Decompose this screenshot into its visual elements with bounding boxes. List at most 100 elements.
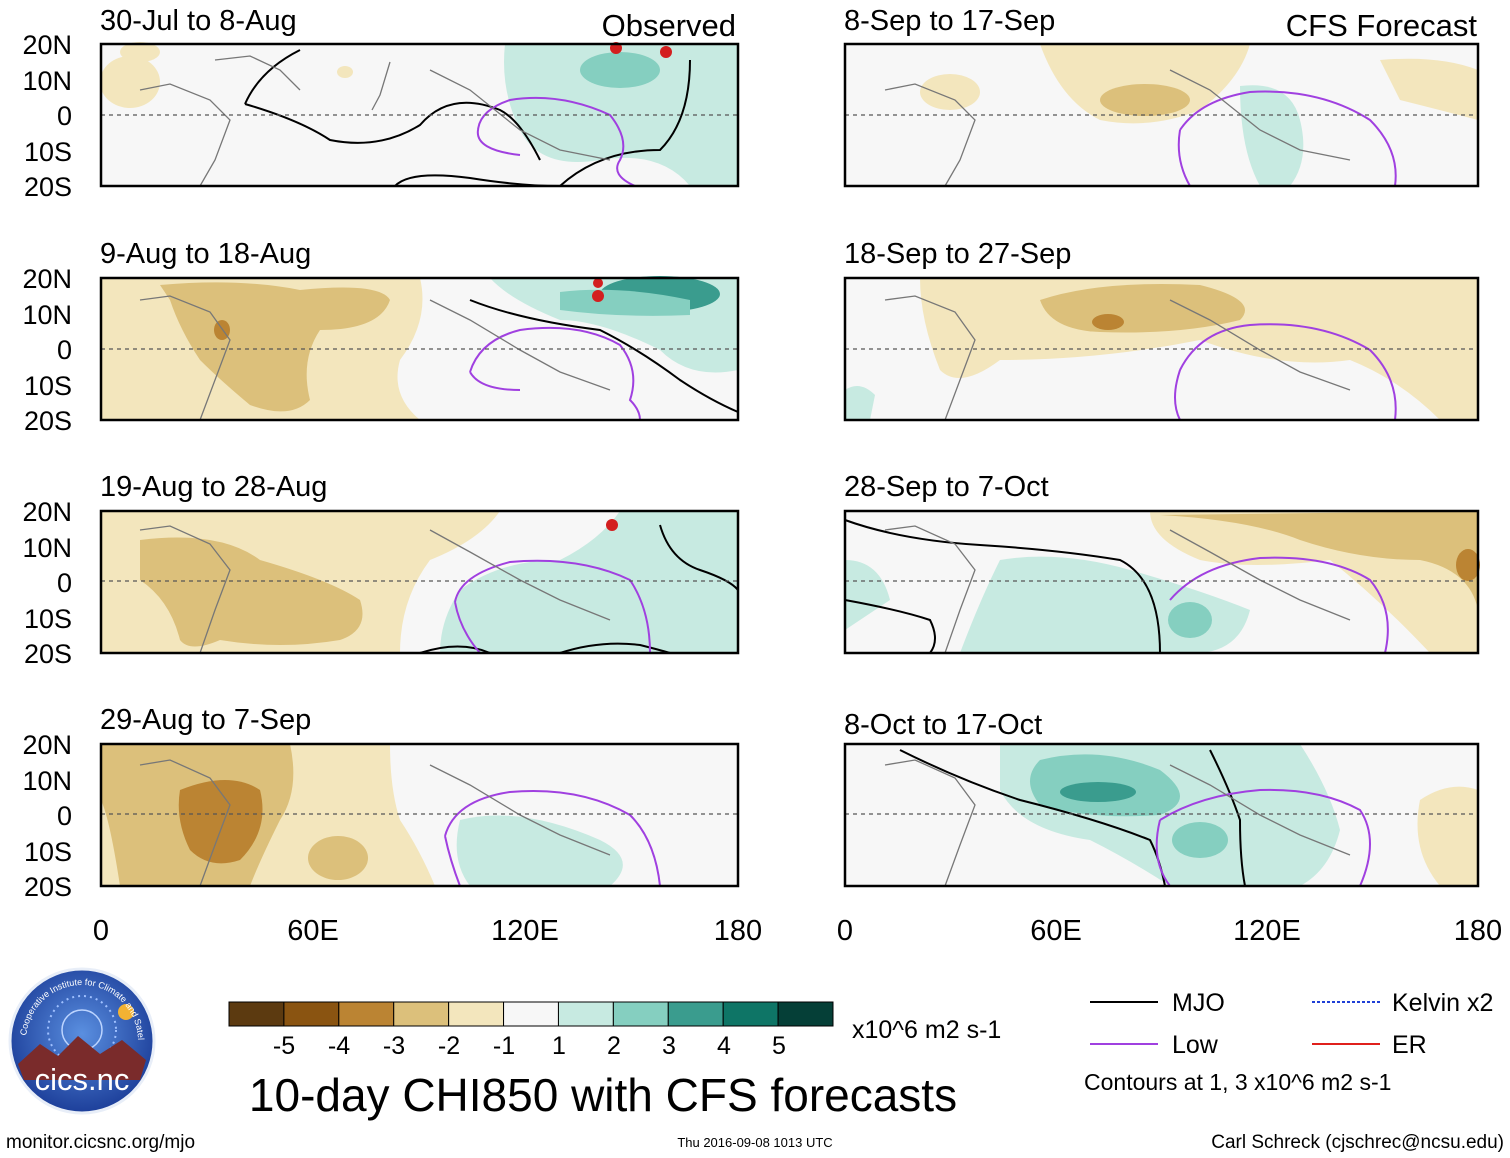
colorbar-tick-label: -5 <box>273 1032 295 1060</box>
legend-label: Low <box>1172 1031 1219 1059</box>
anomaly-wet <box>1172 822 1228 858</box>
colorbar-tick-label: 2 <box>607 1032 621 1060</box>
panel-title: 8-Sep to 17-Sep <box>844 5 1055 37</box>
anomaly-dry <box>178 780 263 864</box>
panel-frame <box>99 509 740 655</box>
anomaly-dry <box>337 66 353 78</box>
y-tick-label: 10N <box>22 300 72 330</box>
x-tick-label: 0 <box>837 915 853 947</box>
x-axis-right: 0 60E 120E 180 <box>837 915 1502 947</box>
panel-title: 18-Sep to 27-Sep <box>844 238 1071 270</box>
low-contour <box>1155 788 1371 887</box>
logo-text: cics.nc <box>35 1062 130 1097</box>
coastline <box>139 295 611 421</box>
y-tick-label: 10N <box>22 766 72 796</box>
legend: MJO Low Kelvin x2 ER Contours at 1, 3 x1… <box>1084 989 1493 1095</box>
colorbar-tick-label: -1 <box>493 1032 515 1060</box>
colorbar-tick-label: 5 <box>772 1032 786 1060</box>
low-contour <box>1169 556 1389 654</box>
coastline <box>139 55 611 187</box>
anomaly-wet <box>845 560 890 630</box>
anomaly-wet <box>845 386 875 420</box>
panel-frame <box>843 509 1480 655</box>
coastline <box>884 525 1351 654</box>
low-contour <box>476 96 636 187</box>
panel-2 <box>99 276 740 422</box>
x-tick-label: 180 <box>714 915 762 947</box>
y-tick-label: 10S <box>24 137 72 167</box>
anomaly-dry <box>920 74 980 110</box>
x-tick-label: 120E <box>1233 915 1301 947</box>
units-label: x10^6 m2 s-1 <box>852 1016 1001 1044</box>
colorbar-tick-label: 3 <box>662 1032 676 1060</box>
coastline <box>139 759 611 887</box>
coastline <box>884 295 1351 421</box>
panel-frame <box>99 276 740 422</box>
mjo-contour <box>844 519 1161 654</box>
anomaly-dry <box>120 42 160 62</box>
colorbar-tick-label: 1 <box>552 1032 566 1060</box>
colorbar-tick-label: -4 <box>328 1032 350 1060</box>
panel-5 <box>843 42 1480 188</box>
panel-1 <box>99 42 740 188</box>
y-tick-label: 10S <box>24 837 72 867</box>
main-title: 10-day CHI850 with CFS forecasts <box>249 1069 957 1121</box>
mjo-contour <box>469 299 739 413</box>
y-tick-label: 20N <box>22 730 72 760</box>
y-tick-label: 20N <box>22 497 72 527</box>
coastline <box>884 759 1351 887</box>
anomaly-dry <box>160 282 390 412</box>
low-contour <box>1177 90 1397 187</box>
footer-timestamp: Thu 2016-09-08 1013 UTC <box>677 1135 832 1150</box>
panel-frame <box>843 276 1480 422</box>
footer-url: monitor.cicsnc.org/mjo <box>6 1132 195 1153</box>
panel-frame <box>99 42 740 188</box>
anomaly-dry <box>1092 314 1124 330</box>
legend-label: Kelvin x2 <box>1392 989 1493 1017</box>
anomaly-wet <box>440 511 738 653</box>
panel-frame <box>843 742 1480 888</box>
anomaly-dry <box>1417 786 1478 886</box>
colorbar-swatch <box>283 1001 340 1027</box>
observed-label: Observed <box>602 8 736 43</box>
colorbar-swatch <box>722 1001 779 1027</box>
panel-7 <box>843 509 1480 655</box>
anomaly-dry <box>1040 284 1245 333</box>
y-tick-label: 20S <box>24 872 72 902</box>
panel-frame <box>99 742 740 888</box>
anomaly-dry <box>140 537 363 647</box>
panel-title: 28-Sep to 7-Oct <box>844 471 1049 503</box>
panel-frame <box>843 42 1480 188</box>
colorbar-tick-label: -3 <box>383 1032 405 1060</box>
legend-label: ER <box>1392 1031 1427 1059</box>
colorbar-tick-label: 4 <box>717 1032 731 1060</box>
x-tick-label: 120E <box>491 915 559 947</box>
y-tick-label: 20N <box>22 30 72 60</box>
legend-label: MJO <box>1172 989 1225 1017</box>
y-tick-label: 20N <box>22 264 72 294</box>
y-tick-label: 10S <box>24 604 72 634</box>
coastline <box>884 69 1351 187</box>
colorbar-swatch <box>503 1001 559 1027</box>
y-tick-label: 0 <box>57 101 72 131</box>
x-tick-label: 60E <box>1030 915 1082 947</box>
anomaly-wet <box>580 52 660 88</box>
low-contour <box>1174 323 1397 421</box>
y-tick-label: 20S <box>24 406 72 436</box>
colorbar-swatch <box>612 1001 669 1027</box>
y-tick-label: 10N <box>22 66 72 96</box>
panel-8 <box>843 742 1480 888</box>
colorbar-swatch <box>448 1001 505 1027</box>
mjo-contour <box>899 749 1246 887</box>
x-tick-label: 180 <box>1454 915 1502 947</box>
coastline <box>139 525 611 654</box>
anomaly-wet <box>1168 602 1212 638</box>
panel-title: 9-Aug to 18-Aug <box>100 238 311 270</box>
tropical-cyclone-markers <box>592 278 604 302</box>
mjo-contour <box>244 49 691 187</box>
anomaly-dry <box>1380 58 1478 120</box>
anomaly-wet <box>456 815 623 886</box>
panel-title: 8-Oct to 17-Oct <box>844 709 1042 741</box>
colorbar-swatch <box>557 1001 614 1027</box>
anomaly-dry <box>1100 84 1190 116</box>
